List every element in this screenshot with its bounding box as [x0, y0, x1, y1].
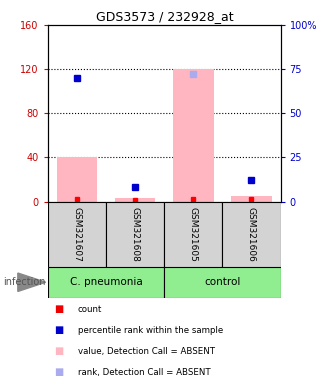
Bar [106, 202, 164, 267]
Bar [48, 267, 164, 298]
Text: rank, Detection Call = ABSENT: rank, Detection Call = ABSENT [78, 368, 210, 377]
Bar [56, 157, 97, 202]
Bar [164, 202, 222, 267]
Polygon shape [18, 273, 46, 291]
Text: ■: ■ [54, 346, 64, 356]
Text: infection: infection [3, 277, 46, 287]
Text: percentile rank within the sample: percentile rank within the sample [78, 326, 223, 335]
Bar [48, 202, 106, 267]
Bar [173, 69, 214, 202]
Text: GSM321608: GSM321608 [131, 207, 140, 262]
Text: GSM321607: GSM321607 [72, 207, 82, 262]
Bar [231, 196, 272, 202]
Bar [115, 198, 155, 202]
Text: control: control [204, 277, 241, 287]
Text: GSM321606: GSM321606 [247, 207, 256, 262]
Text: GDS3573 / 232928_at: GDS3573 / 232928_at [96, 10, 234, 23]
Text: ■: ■ [54, 367, 64, 377]
Bar [164, 267, 280, 298]
Text: value, Detection Call = ABSENT: value, Detection Call = ABSENT [78, 347, 214, 356]
Text: count: count [78, 305, 102, 314]
Bar [222, 202, 280, 267]
Text: ■: ■ [54, 304, 64, 314]
Text: GSM321605: GSM321605 [189, 207, 198, 262]
Text: C. pneumonia: C. pneumonia [70, 277, 142, 287]
Text: ■: ■ [54, 325, 64, 335]
